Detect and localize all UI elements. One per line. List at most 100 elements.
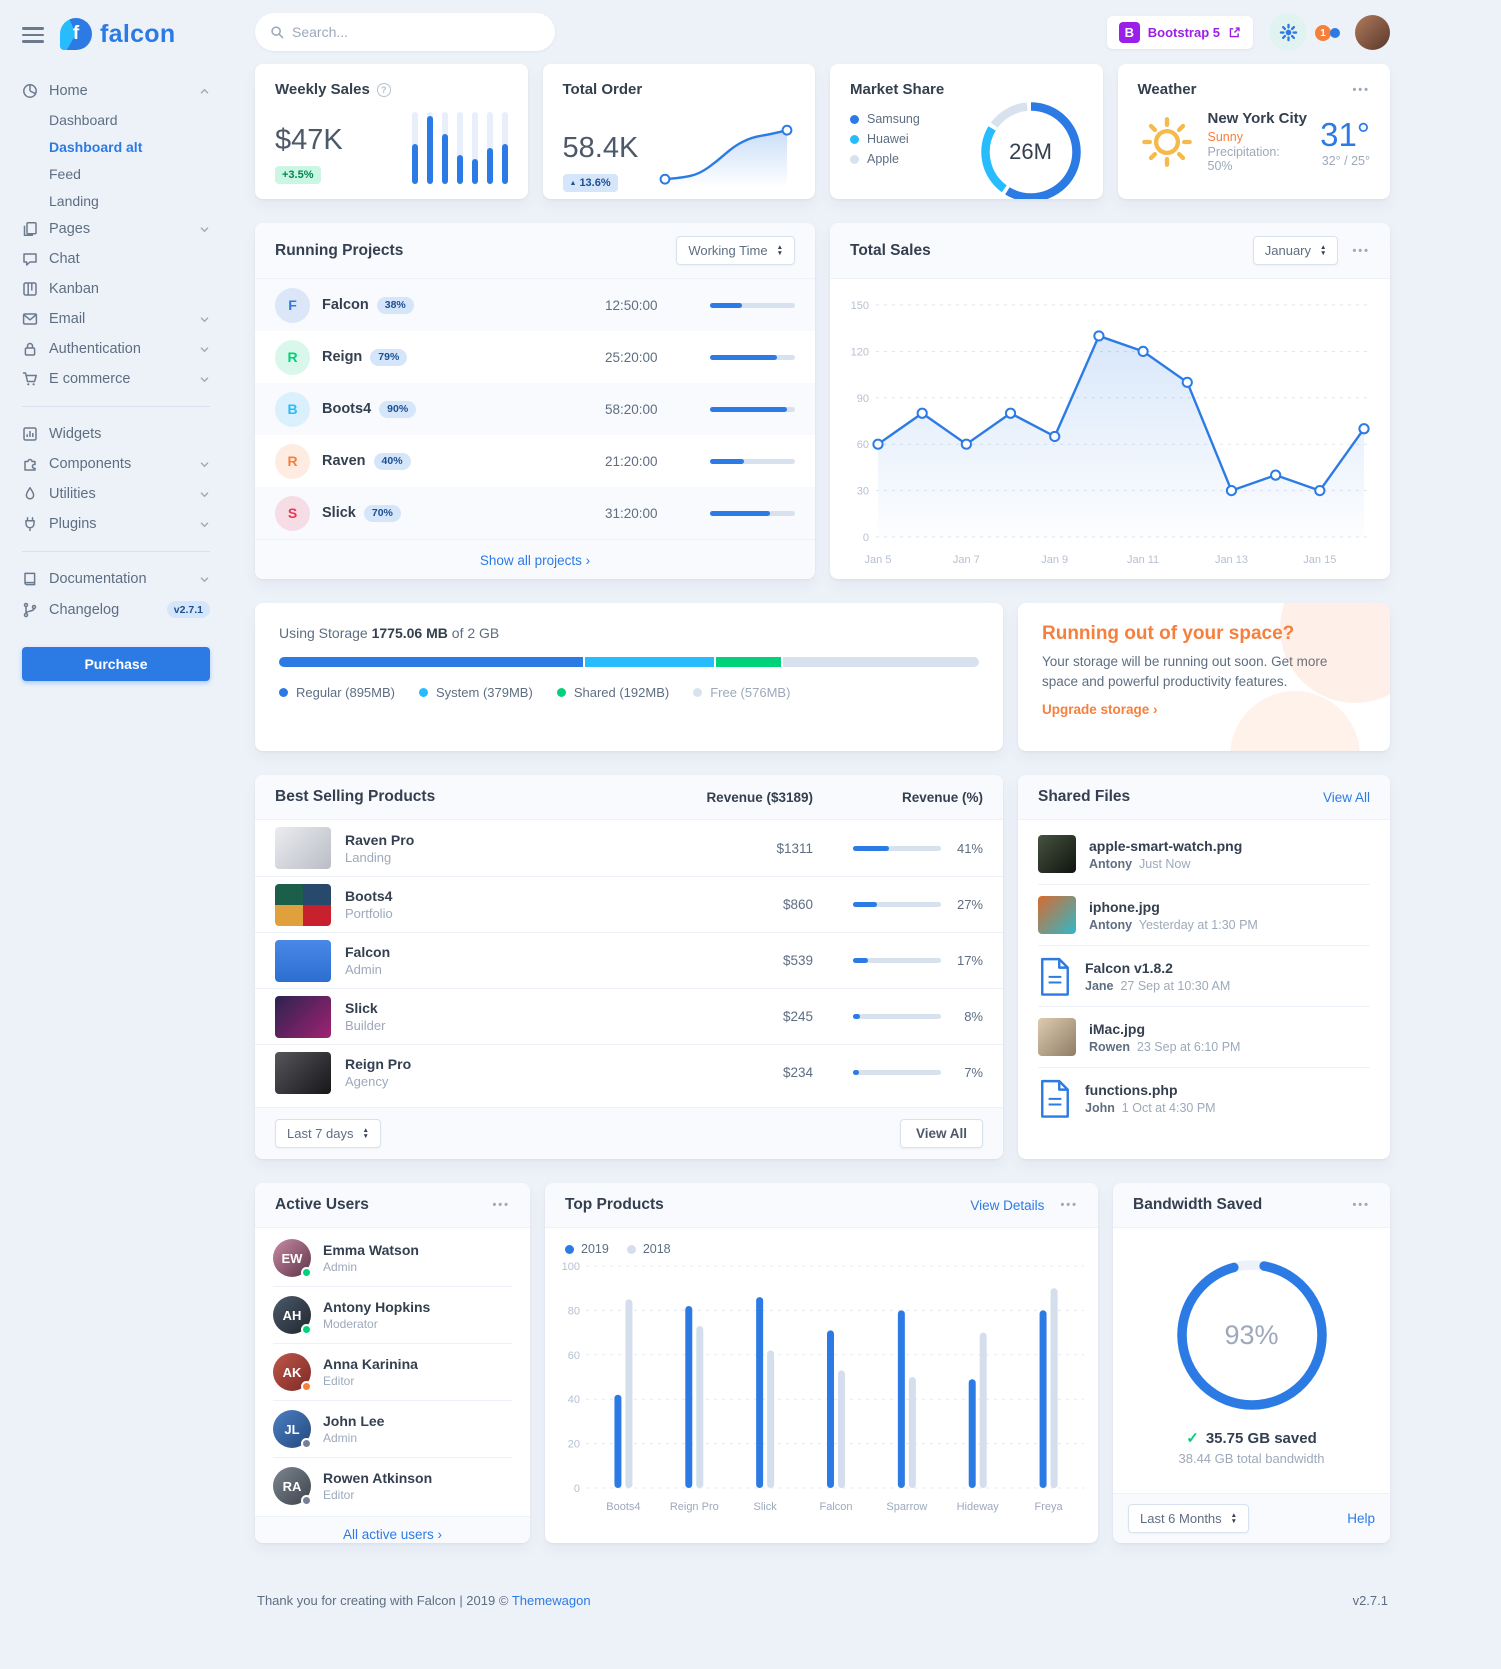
file-icon [1038, 1079, 1072, 1118]
storage-segment-free [783, 657, 979, 667]
project-name: Slick [322, 505, 356, 521]
user-name[interactable]: John Lee [323, 1413, 385, 1429]
running-projects-card: Running Projects Working Time ▲ ▼ F Falcon 3… [255, 223, 815, 579]
help-icon[interactable]: ? [376, 82, 391, 97]
themewagon-link[interactable]: Themewagon [511, 1593, 591, 1608]
page-footer: Thank you for creating with Falcon | 201… [255, 1567, 1390, 1638]
hamburger-menu-icon[interactable] [22, 21, 44, 47]
product-revenue: $860 [782, 897, 813, 912]
project-name: Reign [322, 349, 363, 365]
footer-thanks: Thank you for creating with Falcon | 201… [257, 1593, 509, 1608]
svg-text:Jan 5: Jan 5 [865, 554, 892, 566]
user-name[interactable]: Antony Hopkins [323, 1299, 431, 1315]
product-name[interactable]: Raven Pro [345, 831, 415, 848]
file-name[interactable]: Falcon v1.8.2 [1085, 959, 1173, 976]
view-details-link[interactable]: View Details [970, 1197, 1045, 1213]
sidebar-item-changelog[interactable]: Changelog v2.7.1 [22, 594, 210, 625]
search-icon [270, 25, 284, 39]
product-row-reign-pro: Reign Pro Agency $234 7% [255, 1044, 1003, 1100]
file-name[interactable]: apple-smart-watch.png [1089, 837, 1243, 854]
sidebar-item-pages[interactable]: Pages [22, 214, 210, 244]
sidebar-item-authentication[interactable]: Authentication [22, 334, 210, 364]
month-select[interactable]: January ▲ ▼ [1252, 236, 1339, 265]
sidebar-item-kanban[interactable]: Kanban [22, 274, 210, 304]
product-name[interactable]: Boots4 [345, 888, 393, 904]
sidebar-item-feed[interactable]: Feed [49, 160, 210, 187]
sidebar-item-documentation[interactable]: Documentation [22, 564, 210, 594]
chevron-down-icon [199, 574, 210, 585]
product-name[interactable]: Slick [345, 1000, 378, 1016]
user-name[interactable]: Emma Watson [323, 1242, 419, 1258]
sidebar-item-widgets[interactable]: Widgets [22, 419, 210, 449]
ellipsis-menu-icon[interactable]: ••• [492, 1199, 510, 1211]
project-time: 58:20:00 [605, 401, 658, 417]
bandwidth-percentage: 93% [1224, 1319, 1279, 1350]
weekly-sales-value: $47K [275, 124, 343, 156]
sidebar-item-components[interactable]: Components [22, 449, 210, 479]
view-all-button[interactable]: View All [899, 1119, 983, 1148]
user-name[interactable]: Rowen Atkinson [323, 1470, 433, 1486]
total-order-spark-chart [659, 124, 793, 188]
help-link[interactable]: Help [1347, 1511, 1375, 1526]
project-time: 21:20:00 [605, 453, 658, 469]
ellipsis-menu-icon[interactable]: ••• [1352, 83, 1370, 96]
user-role: Admin [323, 1431, 358, 1445]
ellipsis-menu-icon[interactable]: ••• [1060, 1199, 1078, 1211]
file-name[interactable]: iMac.jpg [1089, 1020, 1146, 1037]
file-meta: Rowen 23 Sep at 6:10 PM [1089, 1039, 1241, 1054]
product-row-falcon: Falcon Admin $539 17% [255, 932, 1003, 988]
sidebar-item-landing[interactable]: Landing [49, 187, 210, 214]
settings-gear-button[interactable] [1269, 13, 1307, 51]
last-6-months-select[interactable]: Last 6 Months ▲ ▼ [1128, 1504, 1250, 1533]
svg-text:20: 20 [567, 1439, 579, 1451]
file-name[interactable]: iphone.jpg [1089, 898, 1160, 915]
product-name[interactable]: Falcon [345, 944, 391, 960]
bootstrap-badge[interactable]: B Bootstrap 5 [1106, 15, 1253, 49]
product-row-slick: Slick Builder $245 8% [255, 988, 1003, 1044]
project-percent-badge: 38% [376, 296, 414, 314]
external-link-icon [1228, 26, 1241, 39]
show-all-projects-link[interactable]: Show all projects › [479, 553, 591, 568]
project-avatar: S [275, 495, 310, 531]
working-time-select[interactable]: Working Time ▲ ▼ [676, 236, 795, 265]
chevron-down-icon [199, 224, 210, 235]
last-7-days-select[interactable]: Last 7 days ▲ ▼ [275, 1119, 381, 1148]
project-row-reign: R Reign 79% 25:20:00 [255, 331, 815, 383]
caret-up-icon: ▲ [569, 179, 577, 187]
all-active-users-link[interactable]: All active users › [342, 1527, 443, 1542]
fire-icon [22, 486, 38, 502]
sidebar-item-dashboard-alt[interactable]: Dashboard alt [49, 133, 210, 160]
ellipsis-menu-icon[interactable]: ••• [1352, 244, 1370, 257]
file-name[interactable]: functions.php [1085, 1081, 1178, 1098]
user-name[interactable]: Anna Karinina [323, 1356, 418, 1372]
sidebar-item-label: Landing [49, 192, 99, 209]
purchase-button[interactable]: Purchase [22, 647, 210, 681]
search-input[interactable] [292, 24, 540, 40]
project-time: 31:20:00 [605, 505, 658, 521]
sidebar-item-e-commerce[interactable]: E commerce [22, 364, 210, 394]
check-icon: ✓ [1186, 1430, 1199, 1447]
sidebar-item-email[interactable]: Email [22, 304, 210, 334]
legend-dot [419, 688, 428, 697]
chevron-down-icon [199, 459, 210, 470]
sidebar-item-home[interactable]: Home [22, 76, 210, 106]
revenue-pct-bar [853, 1014, 941, 1019]
product-revenue-pct: 7% [813, 1065, 983, 1080]
bandwidth-gauge-chart: 93% [1172, 1255, 1332, 1415]
sidebar-item-chat[interactable]: Chat [22, 244, 210, 274]
product-name[interactable]: Reign Pro [345, 1056, 412, 1072]
product-revenue-pct: 41% [813, 841, 983, 856]
upgrade-storage-link[interactable]: Upgrade storage › [1042, 702, 1158, 718]
sidebar-item-plugins[interactable]: Plugins [22, 509, 210, 539]
market-share-value: 26M [1009, 139, 1052, 164]
revenue-pct-bar [853, 1070, 941, 1075]
user-avatar[interactable] [1355, 14, 1390, 50]
ellipsis-menu-icon[interactable]: ••• [1352, 1199, 1370, 1211]
weather-precipitation: Precipitation: 50% [1207, 145, 1280, 173]
sidebar-item-utilities[interactable]: Utilities [22, 479, 210, 509]
sidebar-item-dashboard[interactable]: Dashboard [49, 106, 210, 133]
falcon-logo[interactable]: f falcon [60, 18, 175, 50]
space-promo-title: Running out of your space? [1042, 623, 1295, 644]
product-thumbnail [275, 1051, 331, 1094]
shared-files-view-all-link[interactable]: View All [1322, 789, 1370, 805]
